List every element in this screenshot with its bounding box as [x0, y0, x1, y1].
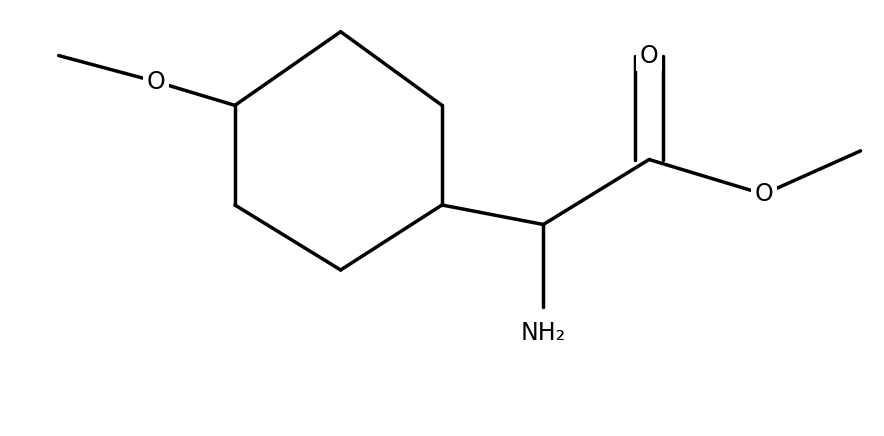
Text: NH₂: NH₂ — [521, 321, 566, 345]
Text: O: O — [640, 44, 659, 68]
Text: O: O — [146, 69, 165, 94]
Text: O: O — [754, 182, 773, 206]
